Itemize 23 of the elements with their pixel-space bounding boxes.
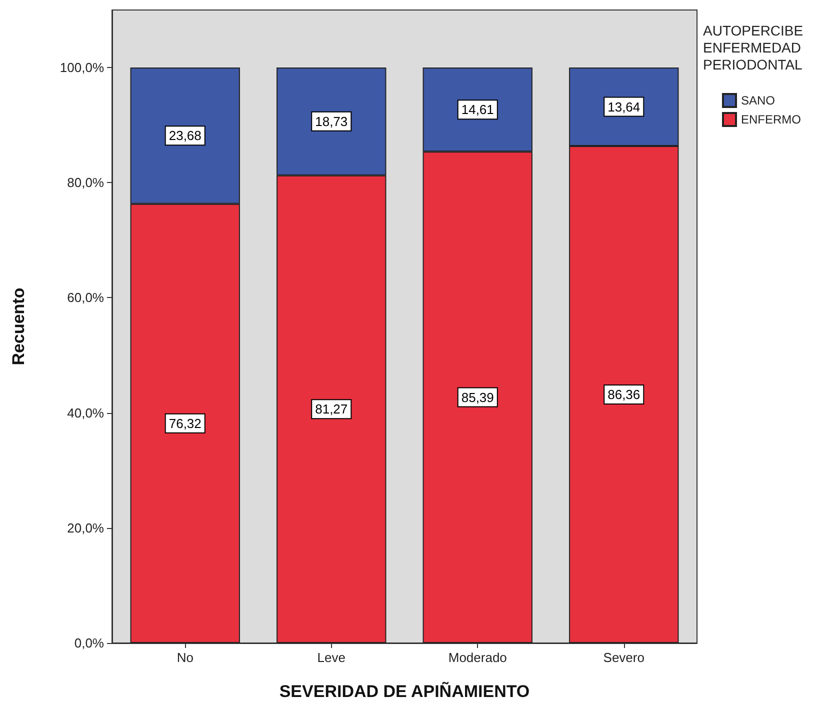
y-tick-label: 60,0% xyxy=(67,290,104,306)
data-label: 18,73 xyxy=(315,114,348,129)
y-tick-label: 0,0% xyxy=(74,636,104,650)
legend-label: ENFERMO xyxy=(741,112,801,126)
data-label: 81,27 xyxy=(315,402,348,417)
y-tick-label: 100,0% xyxy=(60,60,104,76)
data-label: 13,64 xyxy=(608,99,640,114)
x-tick-label: Moderado xyxy=(448,650,507,665)
x-tick-label: No xyxy=(176,650,194,665)
x-axis-title: SEVERIDAD DE APIÑAMIENTO xyxy=(279,681,530,701)
legend-title: AUTOPERCIBE ENFERMEDAD PERIODONTAL xyxy=(703,22,807,72)
data-label: 76,32 xyxy=(168,416,202,431)
y-tick-label: 40,0% xyxy=(67,405,104,420)
y-tick-label: 80,0% xyxy=(67,175,104,190)
x-tick-label: Leve xyxy=(317,650,346,665)
y-axis-title: Recuento xyxy=(9,288,28,366)
data-label: 86,36 xyxy=(608,387,640,402)
data-label: 85,39 xyxy=(461,390,494,405)
data-label: 14,61 xyxy=(461,102,494,118)
y-tick-label: 20,0% xyxy=(67,520,104,536)
data-label: 23,68 xyxy=(168,128,202,144)
legend-label: SANO xyxy=(741,94,776,108)
x-tick-label: Severo xyxy=(603,650,644,665)
